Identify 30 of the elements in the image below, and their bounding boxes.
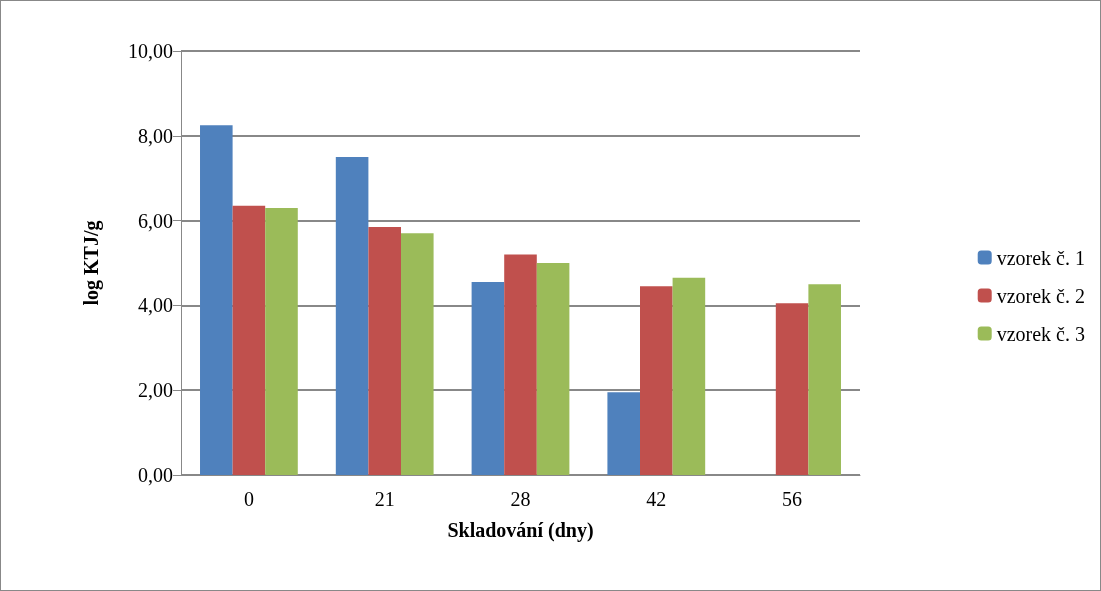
legend-label: vzorek č. 3 — [996, 322, 1086, 345]
bar — [672, 277, 706, 475]
bar — [504, 254, 537, 475]
bar — [471, 282, 505, 475]
bar — [200, 125, 233, 475]
bar — [607, 392, 640, 475]
y-tick-label: 0,00 — [138, 464, 173, 486]
legend-label: vzorek č. 1 — [996, 246, 1086, 269]
y-axis-title: log KTJ/g — [80, 220, 103, 306]
x-tick-label: 28 — [510, 488, 531, 510]
legend-label: vzorek č. 2 — [996, 284, 1086, 307]
y-tick-label: 6,00 — [138, 209, 173, 232]
y-tick-label: 2,00 — [138, 379, 173, 402]
x-tick-label: 21 — [374, 488, 395, 510]
bar — [368, 226, 401, 475]
y-tick-label: 8,00 — [138, 124, 173, 147]
x-tick-label: 56 — [782, 488, 803, 510]
bar — [265, 207, 298, 475]
bar — [335, 157, 369, 475]
y-tick-label: 4,00 — [138, 294, 173, 317]
bar — [401, 233, 434, 475]
bar — [640, 286, 673, 475]
y-tick-label: 10,00 — [128, 40, 173, 62]
x-tick-label: 42 — [646, 488, 667, 510]
bar — [775, 303, 809, 475]
bar — [232, 205, 266, 475]
x-axis-title: Skladování (dny) — [447, 519, 594, 542]
bar — [808, 284, 841, 475]
bar — [536, 263, 570, 475]
x-tick-label: 0 — [243, 488, 254, 510]
